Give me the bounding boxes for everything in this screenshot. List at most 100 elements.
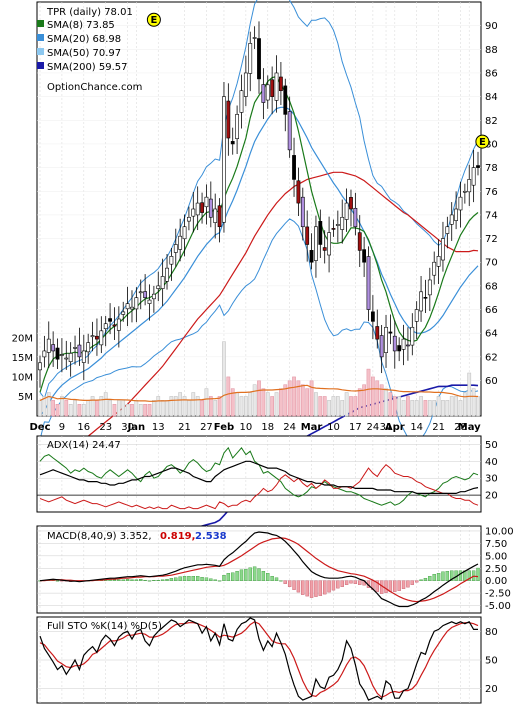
candle-body <box>81 350 86 363</box>
candle-body <box>296 180 301 204</box>
y-tick-label: 74 <box>485 210 498 221</box>
macd-histogram-bar <box>414 580 419 583</box>
x-tick-label: 14 <box>410 422 423 433</box>
volume-bar <box>445 400 450 417</box>
y-tick-label: 30 <box>485 474 498 485</box>
candle-body <box>410 326 415 346</box>
macd-histogram-bar <box>406 580 410 588</box>
volume-bar <box>296 380 301 417</box>
y-tick-label: 20 <box>485 684 498 695</box>
y-tick-label: 5.00 <box>485 551 507 562</box>
y-tick-label: 70 <box>485 258 498 269</box>
volume-bar <box>213 400 218 417</box>
volume-bar <box>42 396 47 417</box>
candle-body <box>230 141 235 145</box>
volume-bar <box>471 388 476 417</box>
macd-histogram-bar <box>476 567 480 581</box>
candle-body <box>322 247 327 251</box>
candle-body <box>103 323 108 330</box>
x-tick-label: Jan <box>127 422 146 433</box>
macd-histogram-bar <box>121 579 125 581</box>
candle-body <box>169 256 174 265</box>
candle-body <box>252 37 257 39</box>
macd-histogram-bar <box>244 569 248 581</box>
volume-bar <box>182 396 187 417</box>
macd-histogram-bar <box>296 580 301 593</box>
legend-swatch-sma20 <box>37 34 44 41</box>
volume-bar <box>152 400 156 417</box>
volume-bar <box>81 404 86 417</box>
volume-bar <box>60 396 64 417</box>
volume-bar <box>248 392 253 417</box>
x-tick-label: Dec <box>29 422 50 433</box>
volume-bar <box>379 384 384 417</box>
macd-histogram-bar <box>379 580 384 594</box>
candle-body <box>278 76 283 92</box>
candle-body <box>458 196 463 211</box>
volume-bar <box>204 388 209 417</box>
candle-body <box>454 208 459 221</box>
macd-histogram-bar <box>358 580 362 585</box>
candle-body <box>406 344 410 347</box>
candle-body <box>191 208 196 217</box>
candle-body <box>147 299 152 304</box>
candle-body <box>318 221 323 245</box>
sma-line-sma8 <box>39 75 479 393</box>
y-tick-label: -5.00 <box>485 601 511 612</box>
macd-histogram-bar <box>222 575 226 581</box>
candle-body <box>138 291 143 294</box>
volume-bar <box>252 384 257 417</box>
adx-panel: 20 30 40 50 <box>36 435 498 513</box>
volume-bar <box>73 400 77 417</box>
macd-histogram-bar <box>410 580 414 585</box>
macd-histogram-bar <box>393 580 397 592</box>
candle-body <box>432 261 437 276</box>
macd-histogram-bar <box>397 580 401 591</box>
volume-bar <box>458 400 463 417</box>
volume-bar <box>200 400 204 417</box>
macd-histogram-bar <box>213 579 217 581</box>
volume-bar <box>217 396 222 417</box>
macd-histogram-bar <box>187 576 191 581</box>
macd-histogram-bar <box>261 571 266 581</box>
macd-histogram-bar <box>239 569 244 581</box>
volume-bar <box>147 404 152 417</box>
y-tick-label: 88 <box>485 45 498 56</box>
volume-bar <box>68 404 73 417</box>
macd-histogram-bar <box>441 571 445 581</box>
volume-axis-label: 20M <box>12 333 33 344</box>
volume-bar <box>375 380 380 417</box>
volume-bar <box>208 396 213 417</box>
y-tick-label: 2.50 <box>485 564 507 575</box>
candle-body <box>335 224 340 226</box>
volume-bar <box>270 396 274 417</box>
macd-histogram-bar <box>257 568 261 581</box>
lower-band-line <box>39 218 479 444</box>
y-tick-label: 80 <box>485 139 498 150</box>
x-tick-label: 21 <box>178 422 191 433</box>
macd-histogram-bar <box>344 580 349 585</box>
x-tick-label: 23 <box>99 422 112 433</box>
candle-body <box>287 111 292 151</box>
volume-bar <box>432 400 437 417</box>
volume-bar <box>322 396 327 417</box>
volume-bar <box>108 400 112 417</box>
volume-bar <box>340 400 345 417</box>
volume-bar <box>309 380 314 417</box>
y-tick-label: -2.50 <box>485 589 511 600</box>
volume-bar <box>287 380 292 417</box>
macd-histogram-bar <box>375 580 379 592</box>
volume-bar <box>165 400 169 417</box>
legend-swatch-sma200 <box>37 62 44 69</box>
y-tick-label: 72 <box>485 234 498 245</box>
candle-body <box>125 303 130 310</box>
candle-body <box>217 205 222 228</box>
macd-histogram-bar <box>217 580 222 582</box>
candle-body <box>95 335 99 340</box>
legend-sma8: SMA(8) 73.85 <box>47 20 115 31</box>
macd-line <box>39 531 479 608</box>
macd-histogram-bar <box>209 578 213 581</box>
volume-bar <box>419 396 423 417</box>
